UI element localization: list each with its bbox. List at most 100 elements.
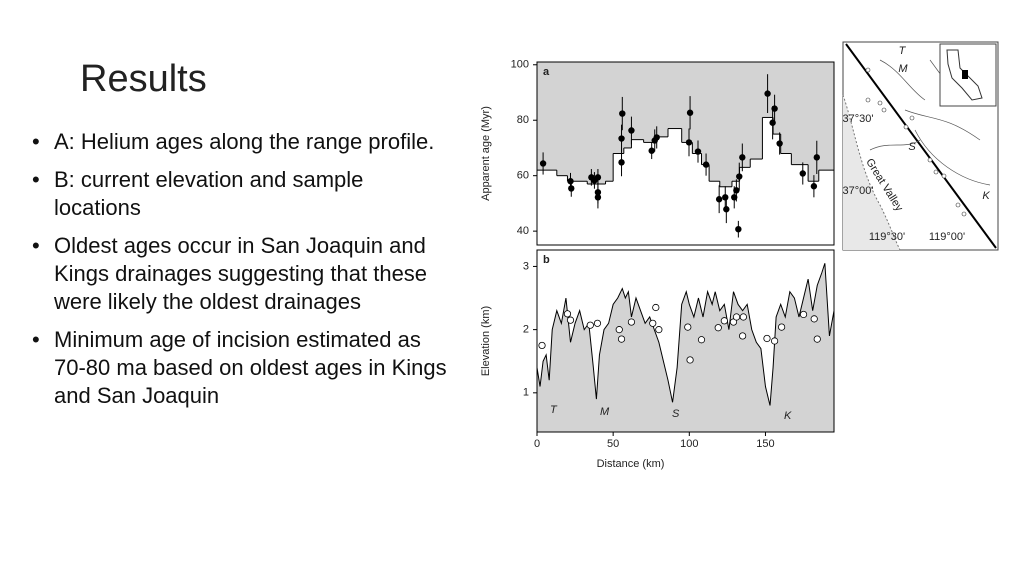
- sample-point: [593, 319, 602, 327]
- age-point: [715, 196, 723, 203]
- y-tick-label: 40: [517, 225, 529, 237]
- sample-point: [770, 337, 779, 345]
- age-point: [594, 194, 602, 201]
- sample-point: [686, 356, 694, 364]
- drainage-label: T: [550, 404, 558, 416]
- sample-point: [720, 317, 728, 325]
- sample-point: [563, 310, 572, 318]
- sample-point: [763, 334, 771, 343]
- y-tick-label: 100: [511, 59, 529, 71]
- age-point: [567, 178, 574, 185]
- age-point: [733, 187, 740, 194]
- age-point: [735, 225, 742, 233]
- sample-point: [617, 335, 626, 343]
- map-label: T: [899, 45, 907, 57]
- elevation-profile: [536, 263, 835, 406]
- sample-point: [810, 315, 818, 323]
- valley: [843, 95, 900, 250]
- elevation-fill: [537, 263, 834, 432]
- map: [842, 41, 999, 251]
- age-point: [685, 139, 693, 146]
- drainage-label: K: [784, 410, 792, 422]
- x-tick-label: 0: [534, 438, 540, 450]
- age-point: [813, 154, 820, 161]
- bullet-list: A: Helium ages along the range profile. B…: [30, 128, 450, 420]
- sample-point: [586, 321, 594, 329]
- x-axis-label: Distance (km): [597, 458, 665, 470]
- bullet: A: Helium ages along the range profile.: [30, 128, 450, 156]
- profile-line: [845, 43, 997, 249]
- panel-label: b: [543, 254, 550, 266]
- age-point: [731, 194, 738, 201]
- drainage-label: M: [600, 406, 610, 418]
- age-point: [618, 135, 625, 142]
- y-tick-label: 3: [523, 260, 529, 272]
- age-point: [810, 183, 818, 190]
- valley-edge: [842, 94, 901, 251]
- map-label: S: [908, 141, 916, 153]
- y-axis-label: Apparent age (Myr): [480, 106, 492, 201]
- age-fill: [537, 62, 834, 187]
- bullet: Oldest ages occur in San Joaquin and Kin…: [30, 232, 450, 316]
- age-point: [653, 134, 660, 141]
- sample-point: [627, 318, 636, 326]
- sample-point: [566, 316, 575, 324]
- y-tick-label: 2: [523, 324, 529, 336]
- drainage-label: S: [672, 408, 680, 420]
- map-label: 119°00': [929, 231, 965, 243]
- age-point: [648, 147, 655, 154]
- sample-point: [684, 323, 692, 331]
- map-label: M: [898, 63, 908, 75]
- age-point: [686, 109, 694, 116]
- map-label: 37°30': [843, 113, 874, 125]
- age-point: [539, 160, 547, 167]
- bullet: B: current elevation and sample location…: [30, 166, 450, 222]
- sample-point: [697, 336, 706, 344]
- sample-point: [739, 313, 747, 321]
- panel-label: a: [543, 66, 550, 78]
- age-point: [594, 174, 602, 181]
- age-point: [776, 140, 783, 147]
- sample-point: [813, 335, 821, 343]
- x-tick-label: 50: [607, 438, 619, 450]
- age-point: [736, 173, 743, 180]
- x-tick-label: 100: [680, 438, 698, 450]
- map-samples: [865, 67, 967, 217]
- panel-frame: [536, 61, 835, 246]
- y-tick-label: 1: [523, 387, 529, 399]
- x-tick-label: 150: [756, 438, 774, 450]
- panel-frame: [536, 249, 835, 433]
- slide-title: Results: [80, 58, 207, 100]
- age-point: [764, 90, 771, 97]
- age-point: [799, 170, 806, 177]
- map-label: K: [982, 190, 990, 202]
- age-point: [723, 206, 730, 213]
- sample-point: [615, 326, 623, 334]
- age-point: [568, 185, 575, 192]
- age-point: [722, 194, 729, 201]
- age-point: [619, 110, 626, 117]
- age-point: [628, 127, 635, 134]
- age-point: [771, 105, 778, 112]
- y-tick-label: 60: [517, 170, 529, 182]
- sample-point: [714, 324, 722, 332]
- bullet: Minimum age of incision estimated as 70-…: [30, 326, 450, 410]
- sample-point: [799, 310, 808, 319]
- age-point: [739, 154, 746, 161]
- age-point: [702, 161, 710, 168]
- sample-point: [739, 332, 747, 340]
- age-point: [618, 159, 625, 166]
- map-label: 37°00': [843, 185, 874, 197]
- sample-point: [652, 303, 660, 312]
- sample-point: [732, 313, 741, 321]
- sample-point: [538, 341, 546, 350]
- sample-point: [778, 323, 786, 331]
- study-area: [962, 70, 968, 79]
- sample-point: [649, 319, 657, 327]
- age-point: [694, 148, 702, 155]
- map-label: 119°30': [869, 231, 905, 243]
- rivers: [869, 59, 991, 186]
- y-axis-label: Elevation (km): [480, 306, 492, 376]
- sample-point: [655, 326, 663, 334]
